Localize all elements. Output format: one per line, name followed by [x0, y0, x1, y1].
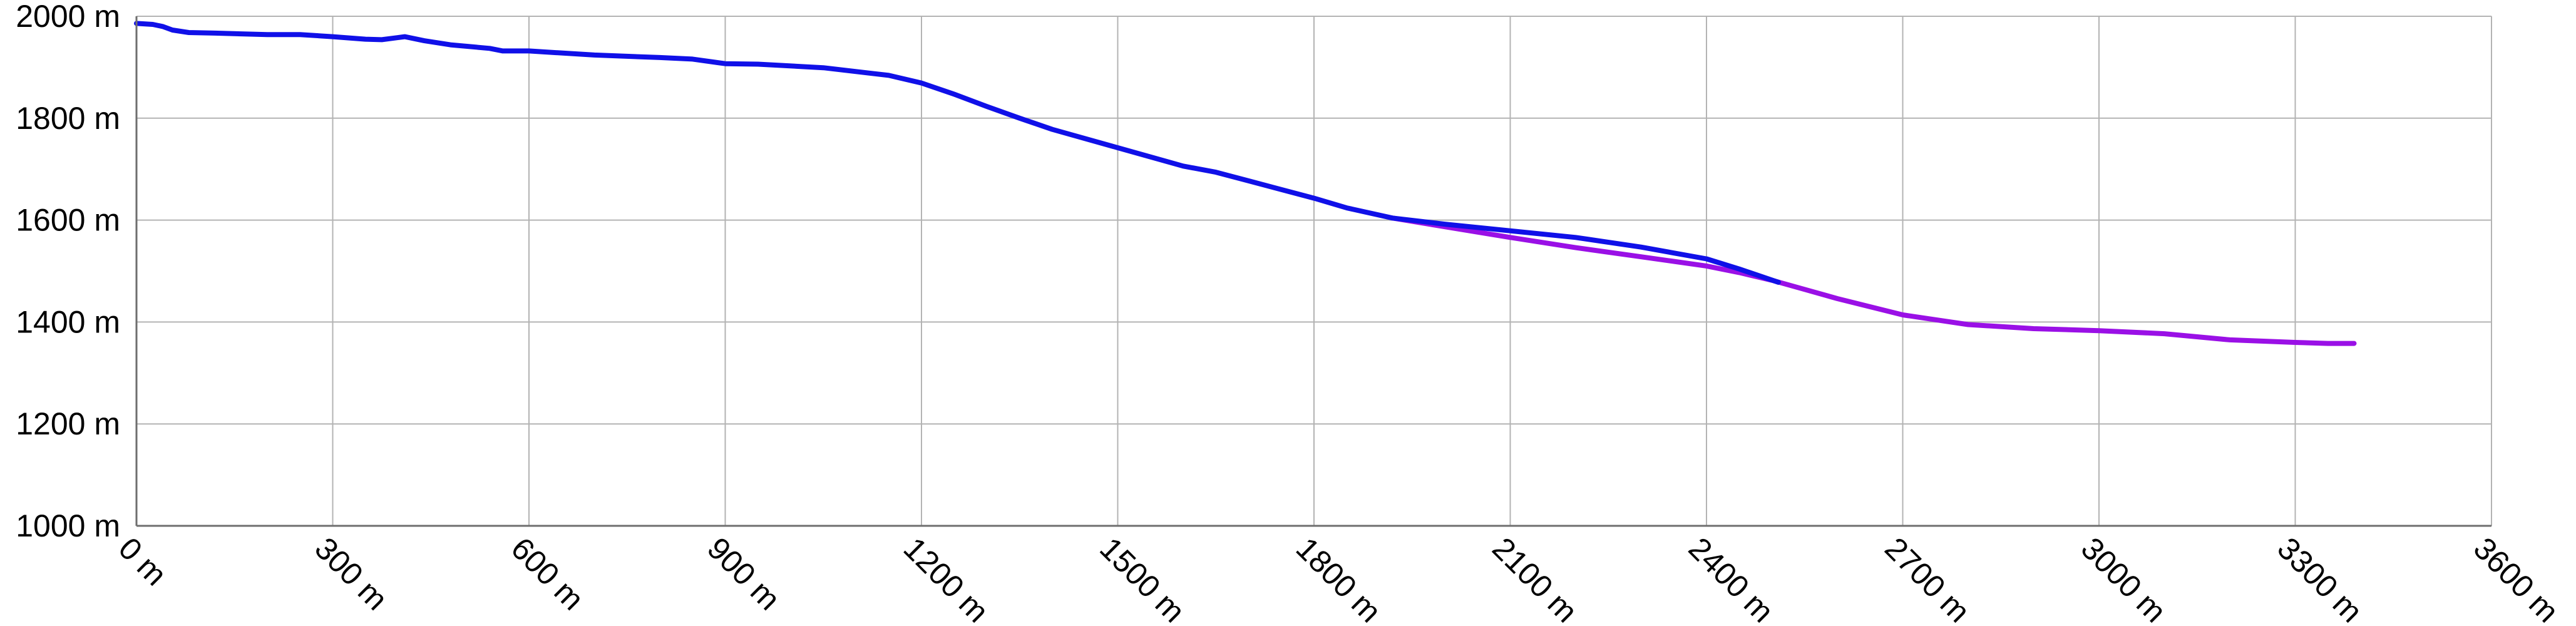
x-tick-label: 1200 m	[897, 531, 996, 626]
x-tick-label: 0 m	[112, 531, 174, 593]
y-tick-label: 1800 m	[16, 101, 120, 136]
x-tick-label: 300 m	[308, 531, 394, 617]
y-tick-label: 1600 m	[16, 203, 120, 238]
x-tick-label: 2100 m	[1486, 531, 1584, 626]
x-tick-label: 2700 m	[1878, 531, 1977, 626]
axes	[135, 16, 2491, 527]
x-tick-label: 2400 m	[1682, 531, 1781, 626]
x-tick-label: 1500 m	[1093, 531, 1192, 626]
x-tick-label: 3300 m	[2271, 531, 2369, 626]
series-line-1	[134, 21, 1781, 285]
x-tick-label: 3000 m	[2075, 531, 2173, 626]
x-tick-label: 3600 m	[2467, 531, 2566, 626]
series-line-2	[1390, 215, 2357, 346]
x-tick-label: 1800 m	[1290, 531, 1388, 626]
y-tick-label: 1200 m	[16, 406, 120, 441]
y-tick-label: 1400 m	[16, 304, 120, 339]
grid	[136, 16, 2492, 526]
tick-labels: 0 m 300 m 600 m 900 m 1200 m 1500 m 1800 m 2100…	[16, 0, 2565, 626]
y-tick-label: 1000 m	[16, 508, 120, 543]
y-tick-label: 2000 m	[16, 0, 120, 34]
x-tick-label: 900 m	[700, 531, 787, 617]
x-tick-label: 600 m	[505, 531, 591, 617]
series-layer	[134, 21, 2357, 346]
